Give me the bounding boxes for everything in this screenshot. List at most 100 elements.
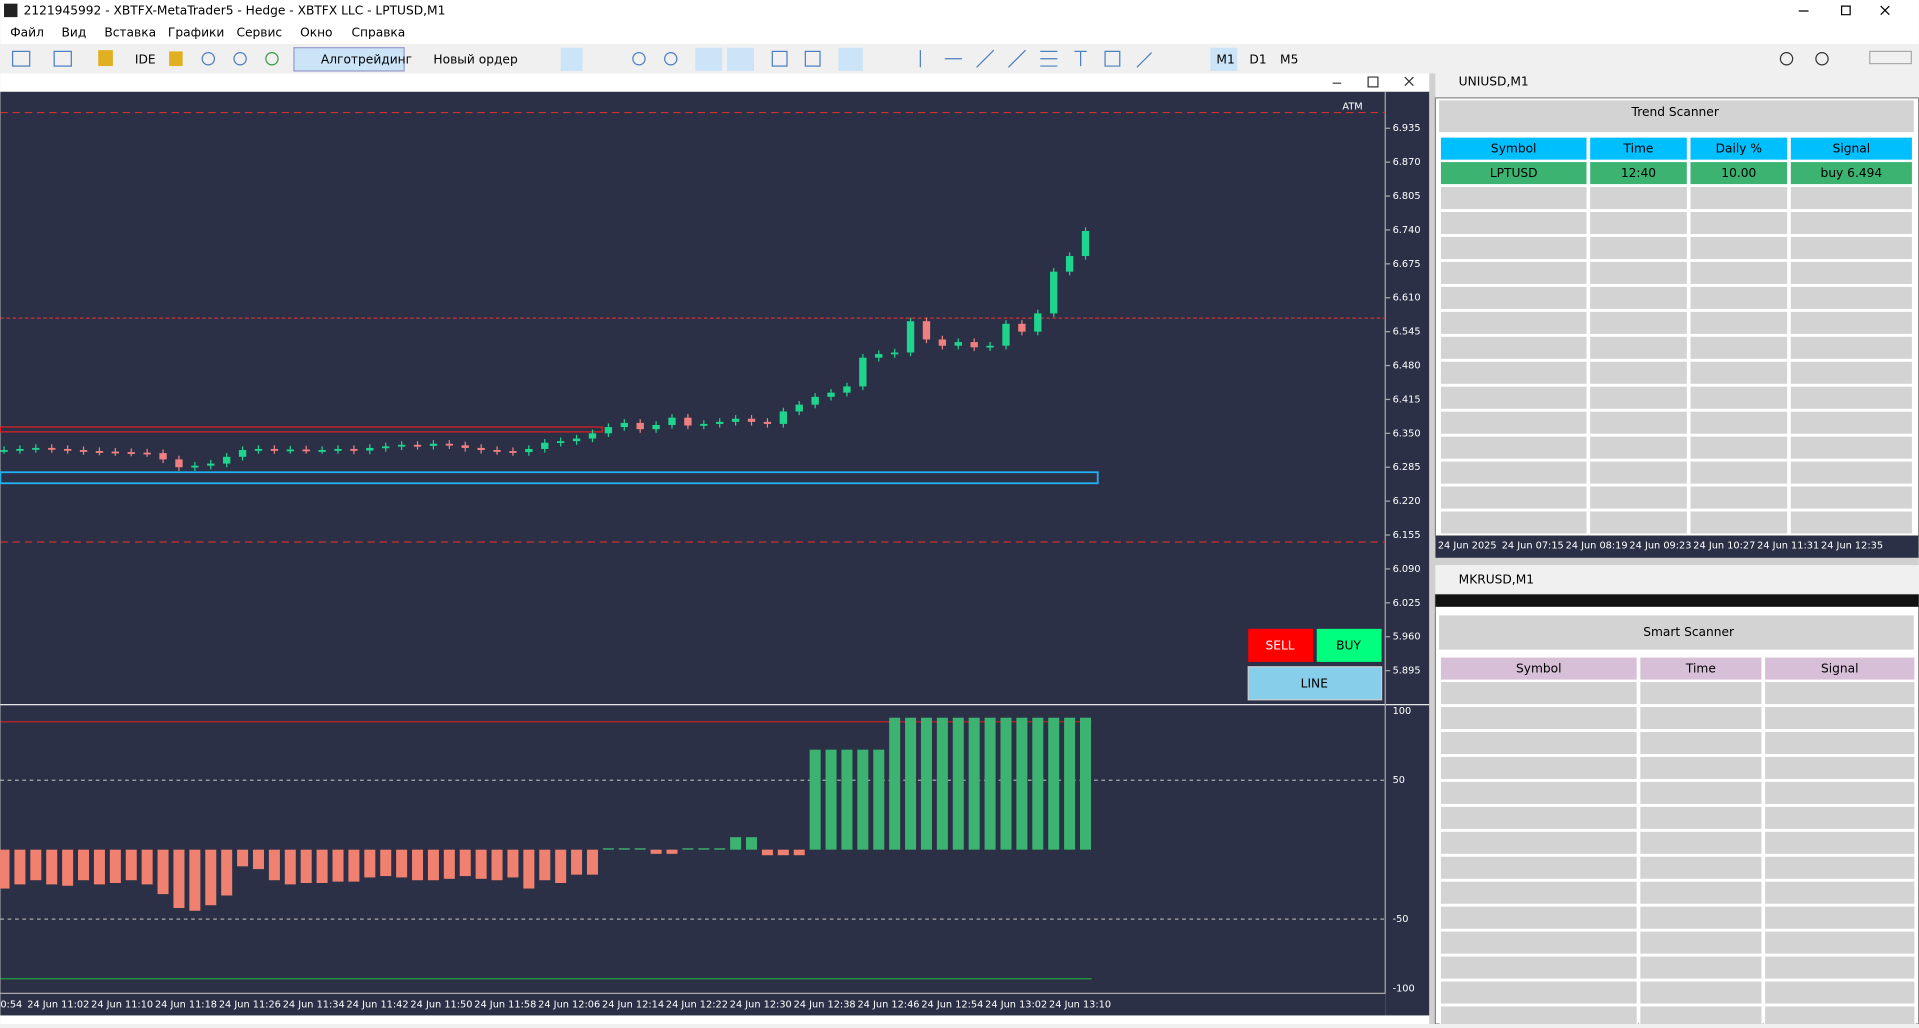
- table-cell: [1439, 855, 1638, 881]
- buy-label: BUY: [1336, 638, 1361, 652]
- y-tick-label: 6.025: [1393, 598, 1421, 609]
- trend-title: Trend Scanner: [1631, 105, 1720, 119]
- table-cell: [1639, 805, 1763, 831]
- table-cell: [1689, 410, 1789, 435]
- candle: [827, 392, 835, 397]
- histogram-bar: [78, 849, 90, 881]
- column-header: Symbol: [1516, 662, 1562, 676]
- table-cell: [1689, 510, 1789, 535]
- window-title: 2121945992 - XBTFX-MetaTrader5 - Hedge -…: [24, 4, 446, 18]
- table-cell-text: 10.00: [1721, 166, 1756, 180]
- histogram-bar: [380, 849, 392, 877]
- toolbar-button[interactable]: Алготрейдинг: [321, 52, 412, 66]
- histogram-bar: [586, 849, 598, 875]
- histogram-bar: [539, 849, 551, 881]
- candle: [668, 417, 676, 425]
- histogram-bar: [889, 717, 901, 850]
- toolbar-button[interactable]: D1: [1249, 52, 1266, 66]
- table-cell: [1439, 485, 1588, 510]
- menu-item[interactable]: Вид: [62, 26, 87, 40]
- table-cell: [1689, 160, 1789, 186]
- table-cell: [1763, 680, 1916, 706]
- table-cell: [1763, 656, 1916, 681]
- candle: [350, 448, 358, 451]
- menu-item[interactable]: Вставка: [104, 26, 156, 40]
- table-cell: [1439, 260, 1588, 286]
- line-label: LINE: [1301, 676, 1328, 690]
- table-cell: [1439, 805, 1638, 831]
- histogram-bar: [523, 849, 535, 889]
- y-tick-label: 6.285: [1393, 462, 1421, 473]
- line-button[interactable]: [1247, 666, 1383, 701]
- table-cell: [1789, 335, 1914, 361]
- histogram-bar: [221, 849, 233, 896]
- menu-item[interactable]: Сервис: [236, 26, 282, 40]
- price-axis: [1385, 91, 1430, 1016]
- y-tick-label: 6.870: [1393, 157, 1421, 168]
- chart-label: ATM: [1342, 101, 1362, 112]
- x-tick-label: 24 Jun 11:42: [347, 999, 409, 1010]
- candle: [159, 453, 167, 460]
- table-cell: [1439, 656, 1638, 681]
- candle: [604, 427, 613, 434]
- trend-title-bg: [1439, 100, 1914, 133]
- y-tick-label: 50: [1393, 775, 1405, 786]
- histogram-bar: [602, 848, 614, 850]
- table-cell: [1763, 830, 1916, 856]
- candle: [1050, 271, 1058, 314]
- table-cell: [1439, 830, 1638, 856]
- histogram-bar: [141, 849, 153, 885]
- table-cell: [1439, 905, 1638, 930]
- histogram-bar: [968, 717, 980, 850]
- y-tick-label: 6.545: [1393, 327, 1421, 338]
- table-cell: [1789, 185, 1914, 211]
- table-cell: [1789, 435, 1914, 460]
- sell-button[interactable]: [1248, 628, 1314, 662]
- histogram-bar: [761, 849, 773, 856]
- menu-item[interactable]: Окно: [300, 26, 332, 40]
- table-cell: [1789, 136, 1914, 161]
- toolbar-button[interactable]: Новый ордер: [433, 52, 518, 66]
- x-tick-label: 24 Jun 12:22: [666, 999, 728, 1010]
- y-tick-label: 100: [1393, 706, 1412, 717]
- histogram-bar: [0, 849, 10, 889]
- y-tick-label: 5.960: [1393, 632, 1421, 643]
- menu-item[interactable]: Графики: [168, 26, 224, 40]
- toolbar-button[interactable]: IDE: [135, 52, 156, 66]
- histogram-bar: [698, 848, 710, 850]
- candle: [302, 449, 310, 452]
- histogram-bar: [841, 749, 853, 850]
- candle: [191, 465, 199, 468]
- candle: [223, 456, 231, 464]
- window-controls[interactable]: [1798, 5, 1890, 16]
- x-tick-label: 24 Jun 09:23: [1629, 541, 1691, 552]
- table-cell: [1639, 1005, 1763, 1028]
- candle: [175, 459, 183, 468]
- toolbar-button[interactable]: M5: [1280, 52, 1298, 66]
- candle: [366, 447, 374, 451]
- panel-header: [1435, 565, 1919, 595]
- histogram-bar: [30, 849, 42, 881]
- table-cell-text: 12:40: [1621, 166, 1656, 180]
- candle: [906, 321, 915, 353]
- histogram-bar: [1016, 717, 1028, 850]
- table-cell: [1639, 705, 1763, 731]
- menu-item[interactable]: Файл: [10, 26, 44, 40]
- table-cell: [1588, 185, 1689, 211]
- table-cell: [1763, 730, 1916, 756]
- table-cell: [1439, 235, 1588, 261]
- y-tick-label: 6.935: [1393, 123, 1421, 134]
- toolbar-button[interactable]: M1: [1216, 52, 1234, 66]
- title-bar: [0, 0, 1919, 23]
- candle: [0, 450, 8, 452]
- table-cell: [1588, 360, 1689, 386]
- table-cell: [1439, 780, 1638, 806]
- table-cell-text: buy 6.494: [1821, 166, 1883, 180]
- chart-controls[interactable]: [1332, 76, 1414, 88]
- buy-button[interactable]: [1316, 628, 1382, 662]
- table-cell: [1689, 335, 1789, 361]
- table-cell: [1789, 485, 1914, 510]
- histogram-bar: [300, 849, 312, 883]
- menu-item[interactable]: Справка: [351, 26, 405, 40]
- table-cell: [1439, 510, 1588, 535]
